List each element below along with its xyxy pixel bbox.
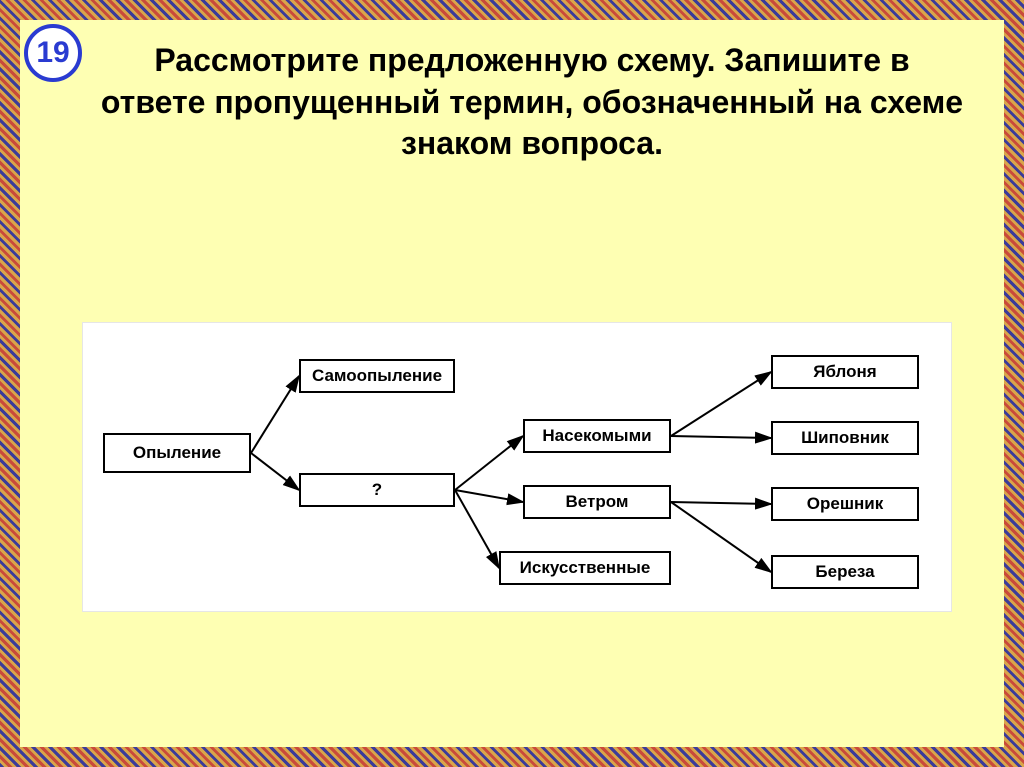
flowchart-edge [671,502,771,572]
flowchart-node-self: Самоопыление [299,359,455,393]
flowchart-node-unknown: ? [299,473,455,507]
flowchart-edge [671,436,771,438]
flowchart-diagram: Опыление Самоопыление? Насекомыми Ветром Иск… [82,322,952,612]
flowchart-edge [671,502,771,504]
flowchart-edge [455,436,523,490]
flowchart-node-hazel: Орешник [771,487,919,521]
question-number-badge: 19 [24,24,82,82]
flowchart-node-rose: Шиповник [771,421,919,455]
question-number: 19 [36,36,69,70]
flowchart-edge [251,376,299,453]
flowchart-edge [251,453,299,490]
flowchart-edge [455,490,523,502]
flowchart-edge [671,372,771,436]
flowchart-node-wind: Ветром [523,485,671,519]
flowchart-node-artif: Искусственные [499,551,671,585]
flowchart-node-apple: Яблоня [771,355,919,389]
slide: 19 Рассмотрите предложенную схему. Запиш… [20,20,1004,747]
question-title: Рассмотрите предложенную схему. Запишите… [100,40,964,165]
flowchart-node-root: Опыление [103,433,251,473]
flowchart-edge [455,490,499,568]
flowchart-node-insects: Насекомыми [523,419,671,453]
pattern-border: 19 Рассмотрите предложенную схему. Запиш… [0,0,1024,767]
flowchart-node-birch: Береза [771,555,919,589]
